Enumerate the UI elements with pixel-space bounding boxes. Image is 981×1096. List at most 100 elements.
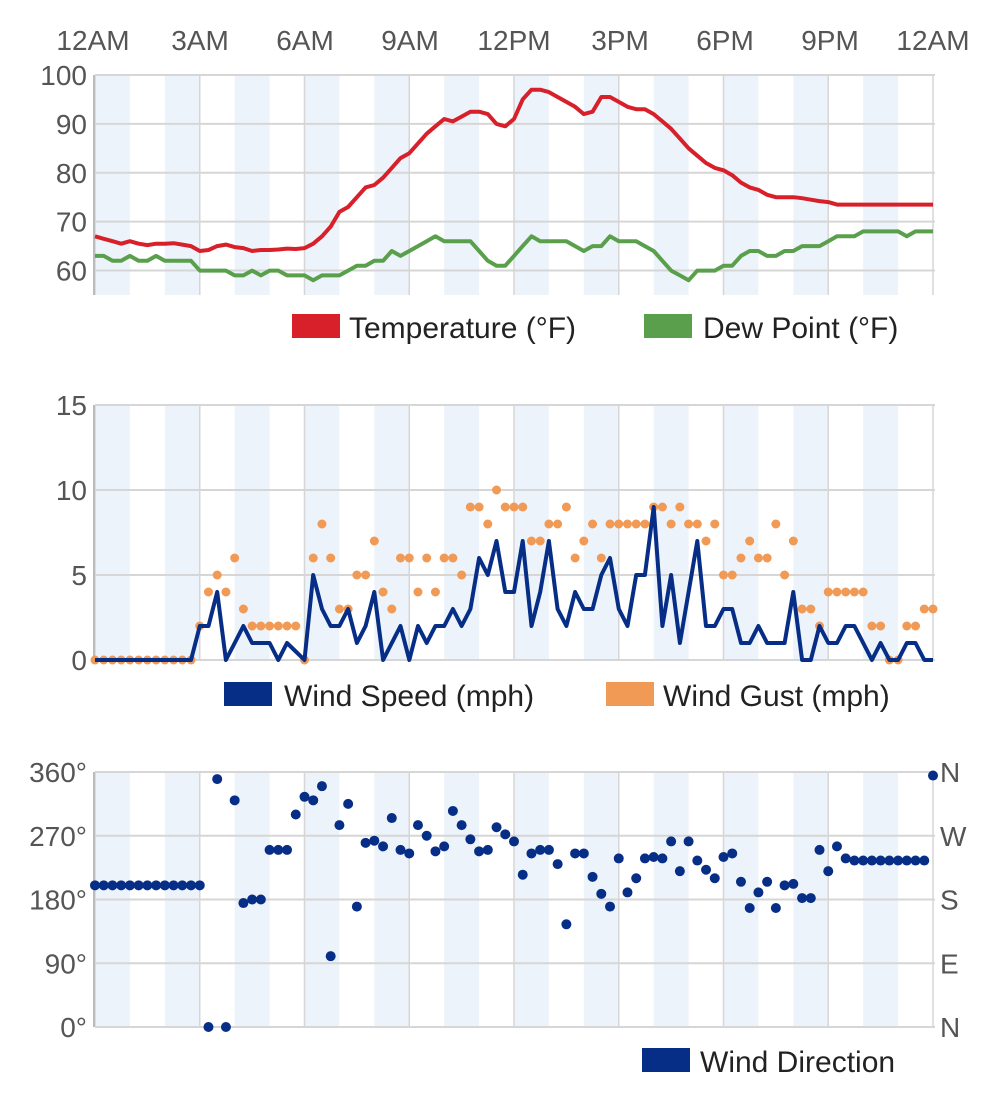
wind-direction-point bbox=[177, 880, 188, 891]
y-tick-label: 100 bbox=[40, 60, 87, 91]
wind-gust-point bbox=[439, 553, 449, 563]
wind-direction-point bbox=[613, 853, 624, 864]
wind-direction-point bbox=[491, 822, 502, 833]
wind-direction-point bbox=[282, 844, 293, 855]
wind-direction-point bbox=[928, 770, 938, 781]
hour-band bbox=[374, 75, 410, 295]
wind-direction-point bbox=[552, 859, 563, 870]
wind-direction-point bbox=[220, 1022, 231, 1032]
wind-gust-point bbox=[404, 553, 414, 563]
wind-direction-point bbox=[631, 873, 642, 884]
time-axis-label: 6AM bbox=[276, 25, 334, 56]
temperature-chart-legend: Temperature (°F) Dew Point (°F) bbox=[292, 312, 898, 345]
wind-speed-line bbox=[95, 505, 933, 662]
wind-gust-point bbox=[430, 587, 440, 597]
wind-direction-point bbox=[465, 834, 476, 845]
wind-direction-point bbox=[788, 878, 799, 889]
compass-tick-label: E bbox=[940, 948, 959, 979]
wind-gust-point bbox=[911, 621, 921, 631]
wind-gust-point bbox=[282, 621, 292, 631]
time-axis-label: 3AM bbox=[171, 25, 229, 56]
wind-gust-point bbox=[684, 519, 694, 529]
temperature-line bbox=[94, 87, 933, 253]
wind-direction-point bbox=[247, 894, 258, 905]
wind-gust-point bbox=[797, 604, 807, 614]
hour-band bbox=[374, 405, 410, 660]
wind-gust-point bbox=[448, 553, 458, 563]
wind-gust-point bbox=[474, 502, 484, 512]
wind-gust-point bbox=[396, 553, 406, 563]
wind-direction-point bbox=[474, 846, 485, 857]
wind-gust-point bbox=[736, 553, 746, 563]
y-tick-label: 360° bbox=[29, 757, 87, 788]
wind-gust-point bbox=[841, 587, 851, 597]
y-tick-label: 10 bbox=[56, 475, 87, 506]
wind-gust-point bbox=[553, 519, 563, 529]
hour-band bbox=[583, 75, 619, 295]
time-axis-label: 12AM bbox=[896, 25, 969, 56]
wind-direction-chart: 0° 90° 180° 270° 360° N E S W N bbox=[29, 757, 967, 1043]
wind-gust-point bbox=[230, 553, 240, 563]
wind-direction-point bbox=[203, 1022, 214, 1032]
hour-band bbox=[164, 75, 200, 295]
wind-gust-point bbox=[876, 621, 886, 631]
wind-gust-point bbox=[273, 621, 283, 631]
wind-direction-point bbox=[840, 853, 851, 864]
wind-direction-point bbox=[666, 836, 677, 847]
wind-gust-point bbox=[518, 502, 528, 512]
wind-gust-point bbox=[928, 604, 938, 614]
wind-gust-point bbox=[719, 570, 728, 580]
wind-gust-point bbox=[457, 570, 467, 580]
dew-point-line bbox=[95, 229, 933, 283]
wind-direction-point bbox=[395, 844, 406, 855]
wind-direction-point bbox=[814, 844, 825, 855]
wind-gust-point bbox=[238, 604, 248, 614]
wind-speed-gust-chart: 0 5 10 15 bbox=[56, 390, 938, 676]
wind-gust-point bbox=[788, 536, 798, 546]
wind-direction-point bbox=[901, 855, 912, 866]
wind-direction-point bbox=[657, 853, 668, 864]
wind-direction-point bbox=[605, 901, 616, 912]
wind-gust-point bbox=[745, 536, 755, 546]
y-tick-label: 15 bbox=[56, 390, 87, 421]
wind-chart-legend: Wind Speed (mph) Wind Gust (mph) bbox=[224, 680, 890, 713]
wind-direction-point bbox=[98, 880, 109, 891]
wind-gust-point bbox=[317, 519, 327, 529]
wind-gust-point bbox=[334, 604, 344, 614]
wind-gust-point bbox=[762, 553, 772, 563]
hour-band bbox=[653, 75, 689, 295]
wind-direction-point bbox=[369, 835, 380, 846]
wind-direction-point bbox=[116, 880, 127, 891]
wind-direction-point bbox=[823, 866, 834, 877]
wind-gust-point bbox=[753, 553, 763, 563]
wind-direction-point bbox=[351, 901, 362, 912]
wind-gust-point bbox=[771, 519, 781, 529]
wind-direction-point bbox=[587, 871, 598, 882]
wind-gust-point bbox=[902, 621, 912, 631]
wind-direction-point bbox=[517, 869, 528, 880]
wind-gust-point bbox=[588, 519, 598, 529]
time-axis-label: 6PM bbox=[696, 25, 754, 56]
wind-direction-point bbox=[159, 880, 170, 891]
wind-gust-point bbox=[806, 604, 816, 614]
wind-direction-point bbox=[709, 873, 720, 884]
wind-gust-point bbox=[832, 587, 842, 597]
wind-direction-point bbox=[561, 919, 572, 930]
wind-gust-point bbox=[605, 519, 615, 529]
hour-band bbox=[444, 75, 480, 295]
wind-gust-point bbox=[535, 536, 545, 546]
wind-gust-point bbox=[640, 519, 650, 529]
compass-tick-label: W bbox=[940, 821, 967, 852]
hour-band bbox=[164, 405, 200, 660]
wind-direction-point bbox=[124, 880, 135, 891]
time-axis-label: 3PM bbox=[591, 25, 649, 56]
wind-gust-point bbox=[413, 587, 423, 597]
wind-direction-point bbox=[735, 876, 746, 887]
y-tick-label: 5 bbox=[71, 560, 87, 591]
time-axis: 12AM 3AM 6AM 9AM 12PM 3PM 6PM 9PM 12AM bbox=[56, 25, 969, 56]
wind-direction-point bbox=[447, 805, 458, 816]
wind-direction-point bbox=[90, 880, 100, 891]
y-tick-label: 0° bbox=[60, 1012, 87, 1043]
wind-direction-point bbox=[238, 898, 249, 909]
wind-gust-point bbox=[492, 485, 502, 495]
